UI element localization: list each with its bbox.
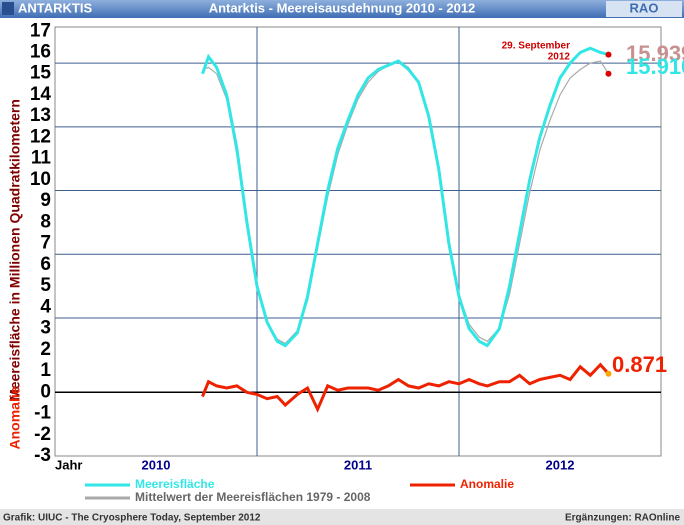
x-tick-label: 2010 [142,457,171,472]
y-tick-label: 14 [30,84,52,105]
header-bar [0,0,684,18]
series-line [201,362,610,413]
annotation: 15.939 [626,41,684,66]
legend-label: Anomalie [460,477,514,491]
y-tick-label: 0 [40,381,51,402]
series-line [201,46,609,348]
y-tick-label: 3 [40,318,51,339]
header-title: Antarktis - Meereisausdehnung 2010 - 201… [209,0,476,15]
y-tick-label: 6 [40,254,51,275]
header-icon [2,2,14,15]
y-axis-label-2: Anomalie [7,386,23,449]
annotation: 15.910 [626,54,684,79]
x-tick-label: 2012 [546,457,575,472]
y-tick-label: 13 [30,105,51,126]
y-tick-label: 12 [30,126,51,147]
end-dot [605,51,612,58]
header-right: RAO [630,0,659,15]
annotation: 0.871 [612,352,667,377]
legend-label: Meereisfläche [135,477,215,491]
x-tick-label: 2011 [344,457,372,472]
y-tick-label: 15 [30,63,52,84]
y-tick-label: 9 [40,190,51,211]
end-dot [605,70,612,77]
y-axis-label: Meereisfläche in Millionen Quadratkilome… [7,99,23,401]
y-tick-label: 8 [40,211,51,232]
y-tick-label: -3 [34,445,51,466]
annotation: 29. September [502,41,570,52]
y-tick-label: -2 [34,424,51,445]
y-tick-label: 17 [30,20,51,41]
y-tick-label: 10 [30,169,51,190]
footer-bar [0,509,684,525]
x-axis-label: Jahr [55,457,82,472]
footer-left: Grafik: UIUC - The Cryosphere Today, Sep… [3,513,261,524]
y-tick-label: 5 [40,275,51,296]
y-tick-label: 4 [40,296,51,317]
y-tick-label: 1 [40,360,51,381]
header-left: ANTARKTIS [18,0,92,15]
y-tick-label: 2 [40,339,51,360]
y-tick-label: 11 [31,148,52,169]
footer-right: Ergänzungen: RAOnline [565,513,680,524]
y-tick-label: 16 [30,42,51,63]
y-tick-label: -1 [34,403,51,424]
end-dot [605,370,612,377]
header-badge [606,1,682,17]
legend-label: Mittelwert der Meereisflächen 1979 - 200… [135,490,371,504]
annotation: 2012 [548,52,571,63]
y-tick-label: 7 [40,233,51,254]
